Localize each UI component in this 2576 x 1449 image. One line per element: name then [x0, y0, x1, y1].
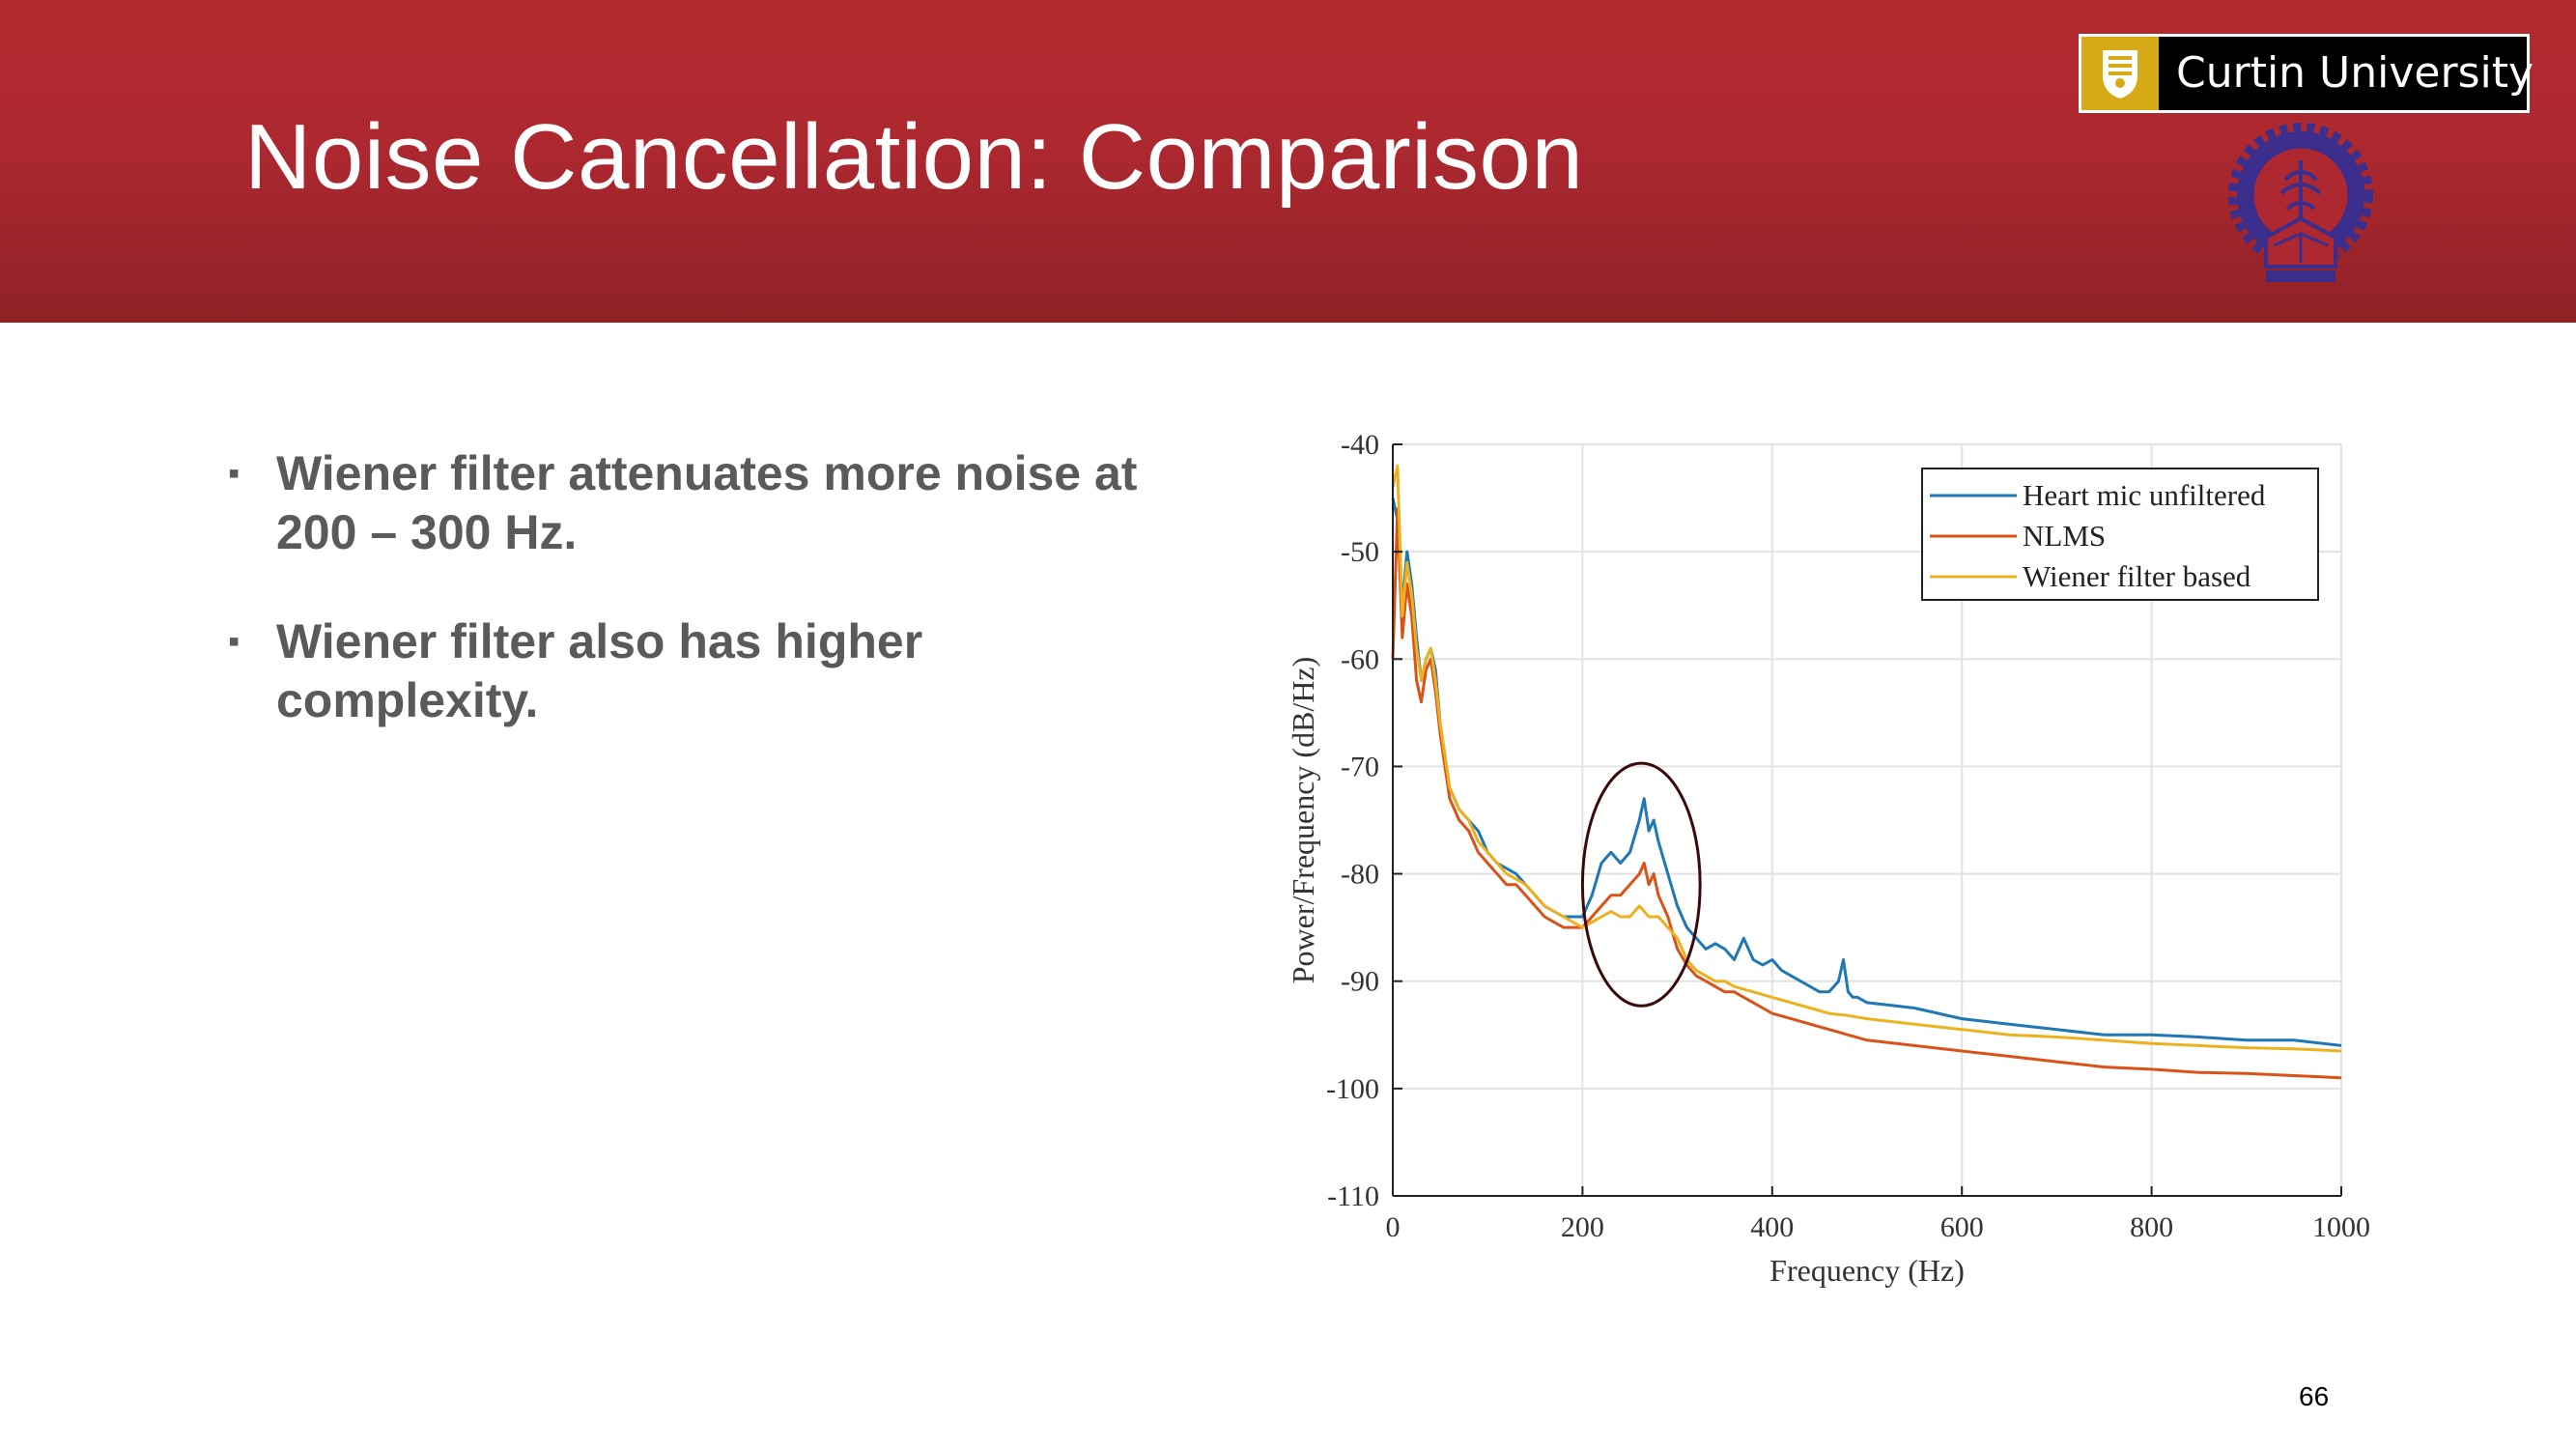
y-tick-label: -100	[1326, 1073, 1379, 1105]
curtin-shield-icon	[2081, 37, 2159, 110]
series-line	[1391, 464, 2342, 1053]
page-number: 66	[2299, 1381, 2330, 1411]
curtin-university-label: Curtin University	[2176, 48, 2534, 98]
bullet-item: ▪ Wiener filter attenuates more noise at…	[228, 444, 1155, 562]
x-tick-label: 1000	[2312, 1211, 2370, 1243]
legend-label: NLMS	[2023, 519, 2106, 553]
slide-title: Noise Cancellation: Comparison	[244, 105, 1584, 209]
y-tick-label: -90	[1341, 966, 1379, 998]
y-tick-label: -50	[1341, 536, 1379, 568]
series-line	[1391, 507, 2342, 1080]
x-tick-label: 0	[1386, 1211, 1401, 1243]
y-tick-label: -60	[1341, 643, 1379, 675]
bullet-text: Wiener filter also has higher complexity…	[276, 614, 923, 727]
y-axis-label: Power/Frequency (dB/Hz)	[1286, 657, 1320, 984]
institute-seal-icon	[2228, 123, 2373, 282]
legend-label: Wiener filter based	[2023, 559, 2251, 593]
y-tick-label: -80	[1341, 859, 1379, 891]
bullet-marker: ▪	[228, 623, 241, 660]
psd-chart: 0 200 400 600 800 1000 -40 -50 -60 -70 -80 -90 -100 -…	[1286, 429, 2370, 1288]
bullet-text: Wiener filter attenuates more noise at 2…	[276, 446, 1138, 559]
highlight-ellipse	[1580, 761, 1702, 1008]
bullet-item: ▪ Wiener filter also has higher complexi…	[228, 612, 1155, 730]
x-tick-label: 400	[1750, 1211, 1794, 1243]
y-tick-label: -110	[1327, 1180, 1379, 1212]
x-axis-label: Frequency (Hz)	[1769, 1253, 1965, 1288]
curtin-university-logo: Curtin University	[2079, 34, 2534, 113]
x-tick-label: 200	[1561, 1211, 1604, 1243]
x-tick-label: 800	[2130, 1211, 2173, 1243]
legend-label: Heart mic unfiltered	[2023, 478, 2266, 512]
y-tick-label: -70	[1341, 751, 1379, 782]
y-tick-label: -40	[1341, 429, 1379, 461]
x-tick-label: 600	[1940, 1211, 1984, 1243]
bullet-marker: ▪	[228, 455, 241, 492]
bullet-list: ▪ Wiener filter attenuates more noise at…	[228, 444, 1155, 781]
